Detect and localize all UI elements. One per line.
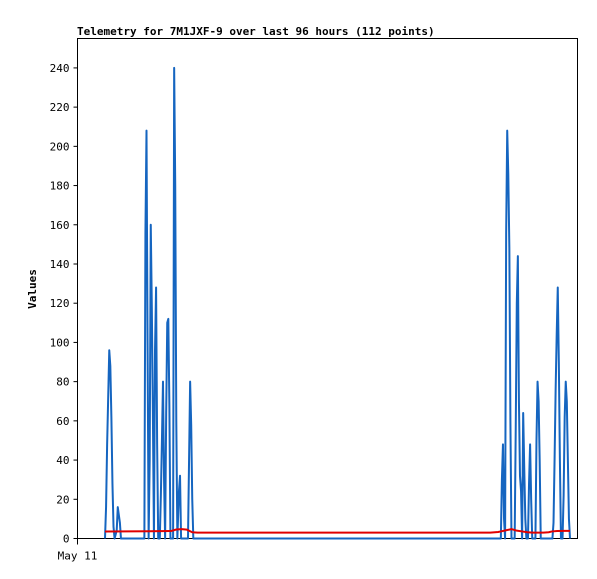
y-tick-label: 220 <box>50 101 70 114</box>
y-tick-label: 240 <box>50 62 70 75</box>
y-axis-ticks: 0 20 40 60 80 100 120 140 160 180 200 220 240 <box>50 62 78 546</box>
series-layer <box>104 66 571 540</box>
y-axis-label: Values <box>26 269 39 309</box>
y-tick-label: 200 <box>50 140 70 153</box>
y-tick-label: 140 <box>50 258 70 271</box>
y-tick-label: 40 <box>56 454 69 467</box>
y-tick-label: 180 <box>50 180 70 193</box>
y-tick-label: 120 <box>50 297 70 310</box>
chart-title: Telemetry for 7M1JXF-9 over last 96 hour… <box>77 25 435 38</box>
y-tick-label: 100 <box>50 336 70 349</box>
y-tick-label: 20 <box>56 493 69 506</box>
y-tick-label: 0 <box>63 533 70 546</box>
y-tick-label: 80 <box>56 376 69 389</box>
x-axis-ticks: May 11 <box>58 538 98 563</box>
y-tick-label: 60 <box>56 415 69 428</box>
x-tick-label: May 11 <box>58 550 98 563</box>
series-line-2 <box>104 528 570 534</box>
y-tick-label: 160 <box>50 219 70 232</box>
series-line-1 <box>104 66 571 540</box>
